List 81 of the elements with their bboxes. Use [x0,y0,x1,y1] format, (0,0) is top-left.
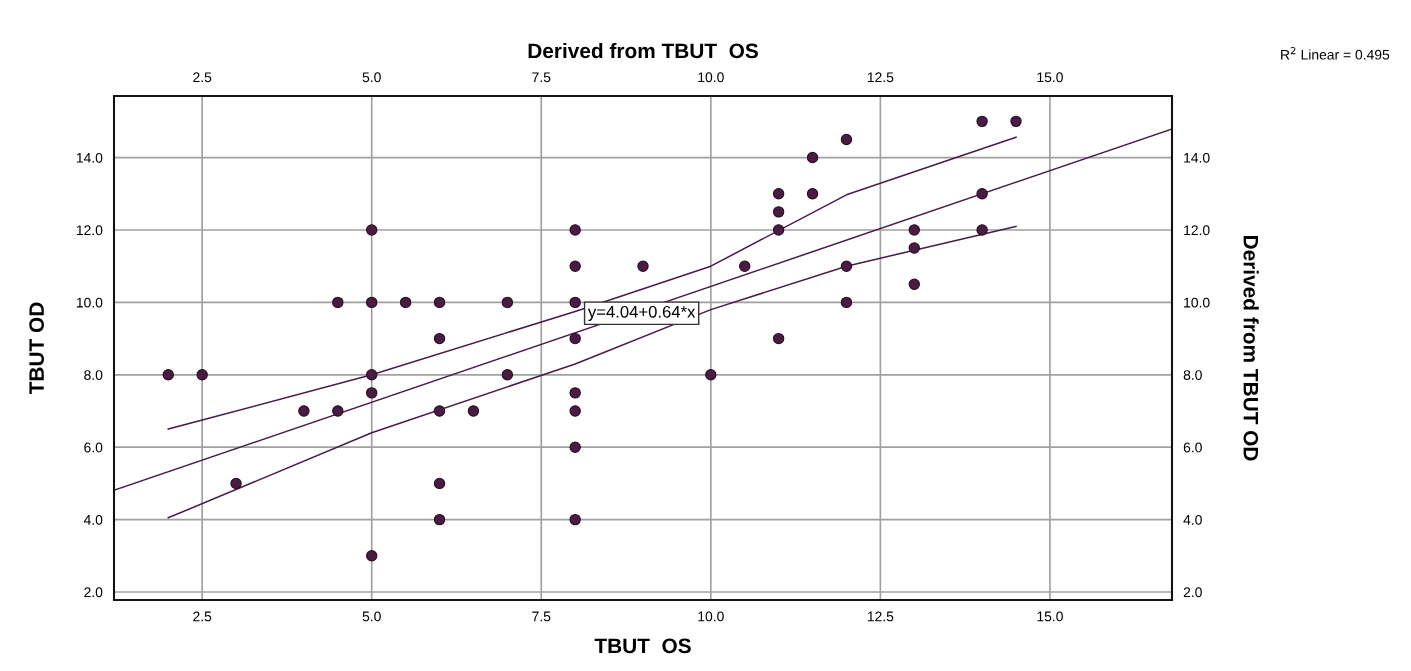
x2-axis-title: Derived from TBUT OS [528,42,758,59]
point [569,441,581,453]
point [806,151,819,164]
point [501,369,514,381]
x2-tick-label: 7.5 [532,72,551,83]
point [976,115,988,128]
point [433,296,446,309]
point [196,369,208,381]
y-axis-title: TBUT OD [29,302,44,395]
point [399,296,412,309]
point [366,387,378,399]
point [569,260,581,272]
annotation: y=4.04+0.64*x [587,305,696,322]
y2-tick-label: 14.0 [1184,152,1210,163]
x-tick-label: 7.5 [532,611,551,622]
y-tick-label: 8.0 [84,370,103,380]
point [772,188,785,200]
point [569,513,581,526]
x2-tick-label: 10.0 [698,72,724,83]
point [230,477,242,490]
point [739,260,751,272]
y2-tick-label: 8.0 [1183,370,1202,380]
x-tick-label: 2.5 [193,611,212,622]
point [162,369,174,381]
x-tick-label: 5.0 [362,611,381,622]
x-tick-label: 15.0 [1037,611,1063,622]
point [705,369,717,381]
point [772,332,785,345]
point [366,369,378,381]
x-axis-title: TBUT OS [594,638,691,654]
point [433,405,446,417]
y-tick-label: 10.0 [76,297,103,308]
y2-tick-label: 10.0 [1184,297,1210,308]
point [501,296,514,309]
y-tick-label: 2.0 [84,587,103,598]
point [366,224,378,236]
point [976,224,988,236]
point [840,260,853,272]
point [298,405,310,417]
y-tick-label: 6.0 [84,442,103,453]
point [467,405,480,417]
y2-tick-label: 12.0 [1184,225,1210,236]
y-tick-label: 4.0 [83,514,103,525]
point [840,133,853,146]
y2-axis-title: Derived from TBUT OD [1243,235,1259,461]
y2-tick-label: 2.0 [1183,587,1202,598]
point [569,405,581,417]
point [332,405,344,417]
point [433,332,446,345]
point [1010,115,1022,128]
x2-tick-label: 5.0 [362,72,381,83]
point [569,387,581,399]
point [637,260,649,272]
point [433,477,446,490]
x-tick-label: 12.5 [867,611,894,622]
point [366,550,378,562]
y-tick-label: 12.0 [76,225,103,236]
text: R$^{2}$ Linear = 0.495 [1281,46,1390,60]
x2-tick-label: 15.0 [1037,72,1063,83]
point [569,332,581,345]
point [433,513,446,526]
y2-tick-label: 6.0 [1183,442,1202,453]
x2-tick-label: 2.5 [193,72,212,83]
point [332,296,344,309]
point [840,296,853,309]
x-tick-label: 10.0 [698,611,724,622]
point [569,224,581,236]
y2-tick-label: 4.0 [1183,514,1202,525]
y-tick-label: 14.0 [76,152,103,163]
x2-tick-label: 12.5 [867,72,894,83]
point [908,224,920,236]
point [908,242,920,254]
line-series [167,225,1017,519]
point [772,224,785,236]
point [772,206,785,218]
point [976,188,988,200]
point [366,296,378,309]
line-series [167,136,1017,430]
point [908,278,920,290]
point [569,296,581,309]
point [806,188,819,200]
